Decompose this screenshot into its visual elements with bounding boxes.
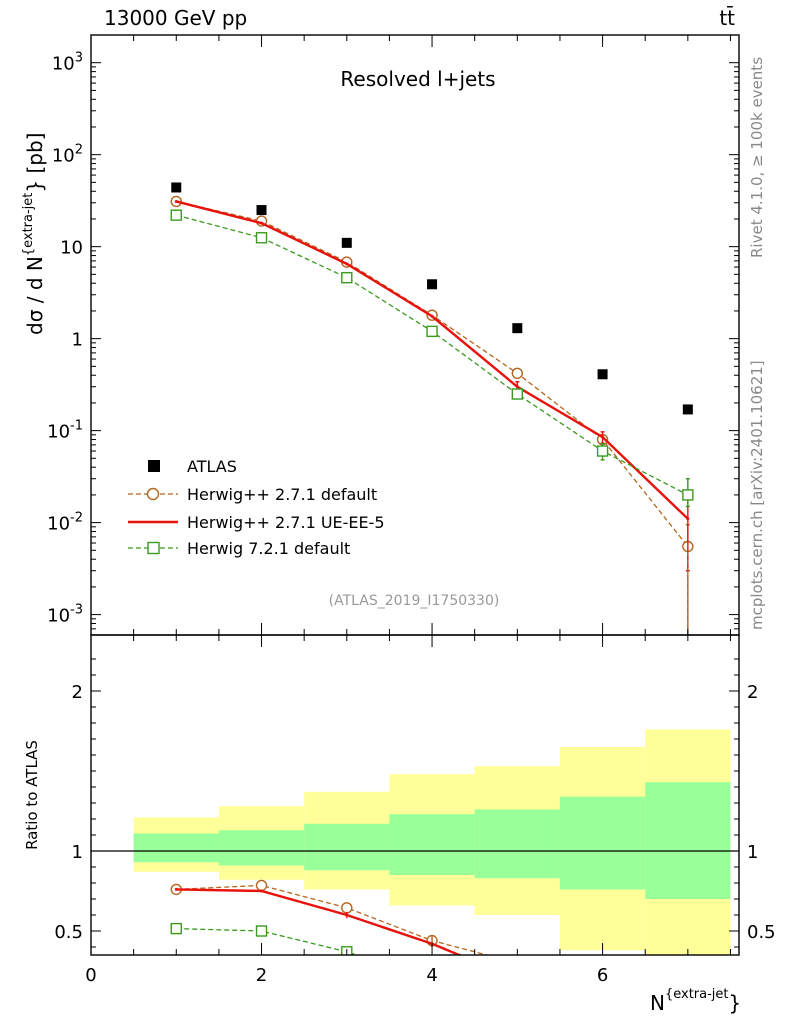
y-tick-label: 10-2: [47, 511, 83, 535]
svg-text:dσ / d N{extra-jet} [pb]: dσ / d N{extra-jet} [pb]: [21, 133, 47, 335]
y-label-unit: } [pb]: [23, 133, 47, 193]
marker-square: [170, 922, 182, 935]
ratio-line-herwig-2-7-1-default: [176, 884, 490, 955]
legend-label: ATLAS: [187, 457, 237, 476]
data-point: [171, 182, 182, 193]
band-green: [645, 782, 731, 899]
y-label-sup: {extra-jet: [21, 193, 36, 257]
data-point: [512, 323, 523, 334]
band-green: [559, 796, 646, 890]
ratio-y-tick-label-right: 0.5: [747, 922, 776, 943]
marker-dot: [515, 385, 519, 389]
marker-square: [255, 232, 268, 244]
ratio-y-tick-label: 0.5: [54, 922, 83, 943]
data-point: [427, 279, 438, 290]
svg-text:N{extra-jet}: N{extra-jet}: [650, 987, 741, 1015]
band-green: [474, 809, 560, 879]
main-title: Resolved l+jets: [340, 67, 495, 91]
x-label-main: N: [650, 991, 665, 1015]
data-point: [597, 369, 608, 380]
data-point: [256, 205, 267, 216]
data-point: [682, 404, 693, 415]
y-tick-label: 103: [52, 51, 83, 75]
band-green: [389, 814, 475, 875]
marker-dot: [260, 889, 264, 893]
marker-square: [596, 445, 609, 457]
y-tick-label: 102: [52, 143, 83, 167]
x-tick-label: 2: [256, 965, 267, 986]
y-tick-label: 1: [72, 330, 83, 351]
marker-dot: [174, 887, 178, 891]
legend-label: Herwig++ 2.7.1 default: [187, 485, 377, 504]
y-tick-label: 10-3: [47, 603, 83, 627]
ratio-y-tick-label: 1: [72, 842, 83, 863]
marker-circle: [255, 879, 268, 892]
y-tick-label: 10-1: [47, 419, 83, 443]
x-label-sup: {extra-jet: [665, 987, 729, 1002]
ratio-y-tick-label-right: 2: [747, 682, 758, 703]
marker-circle: [512, 958, 522, 968]
rivet-label: Rivet 4.1.0, ≥ 100k events: [748, 57, 766, 258]
ratio-y-label: Ratio to ATLAS: [23, 740, 41, 850]
x-tick-label: 0: [85, 965, 96, 986]
ratio-panel: 0.5 0.5 1 1 2 2 0 2 4 6 Ratio to ATLAS: [23, 634, 776, 986]
x-axis-label: N{extra-jet}: [650, 987, 741, 1015]
x-tick-label: 4: [426, 965, 437, 986]
main-panel: 10-3 10-2 10-1 1 10 102 103 Resolved l+jets (A…: [47, 34, 740, 636]
marker-square: [341, 271, 353, 284]
x-label-close: }: [729, 991, 742, 1015]
site-label: mcplots.cern.ch [arXiv:2401.10621]: [748, 360, 766, 630]
y-tick-label: 10: [60, 238, 83, 259]
marker-dot: [516, 978, 519, 981]
marker-dot: [601, 435, 605, 439]
marker-square: [255, 925, 268, 937]
x-tick-label: 6: [597, 965, 608, 986]
legend-marker: [146, 487, 160, 501]
legend-label: Herwig++ 2.7.1 UE-EE-5: [187, 513, 385, 532]
process-label: tt̄: [719, 5, 735, 30]
y-axis-label: dσ / d N{extra-jet} [pb]: [21, 133, 47, 335]
main-line-herwig-2-7-1-ue-ee-5: [175, 200, 689, 520]
band-green: [218, 830, 305, 866]
marker-square: [426, 325, 438, 338]
ratio-frame: [90, 634, 740, 956]
marker-square: [170, 209, 182, 221]
marker-dot: [430, 314, 434, 318]
marker-dot: [174, 199, 178, 203]
marker-dot: [686, 517, 690, 521]
marker-square: [682, 489, 694, 501]
main-line-herwig-7-2-1-default: [176, 214, 689, 496]
data-point: [341, 237, 352, 248]
ratio-y-tick-label-right: 1: [747, 842, 758, 863]
band-green: [304, 823, 390, 871]
watermark: (ATLAS_2019_I1750330): [329, 593, 500, 609]
marker-circle: [341, 902, 353, 914]
ratio-line-herwig-7-2-1-default: [176, 927, 359, 955]
ratio-y-tick-label: 2: [72, 682, 83, 703]
band-green: [133, 833, 219, 863]
legend-label: Herwig 7.2.1 default: [187, 539, 350, 558]
marker-dot: [345, 262, 349, 266]
legend-marker: [147, 541, 160, 555]
marker-square: [511, 388, 524, 400]
energy-label: 13000 GeV pp: [104, 6, 247, 30]
legend: ATLAS Herwig++ 2.7.1 default Herwig++ 2.7.…: [128, 457, 385, 558]
marker-circle: [511, 367, 524, 379]
legend-marker: [148, 460, 160, 472]
marker-dot: [260, 221, 264, 225]
y-label-main: dσ / d N: [23, 256, 47, 335]
